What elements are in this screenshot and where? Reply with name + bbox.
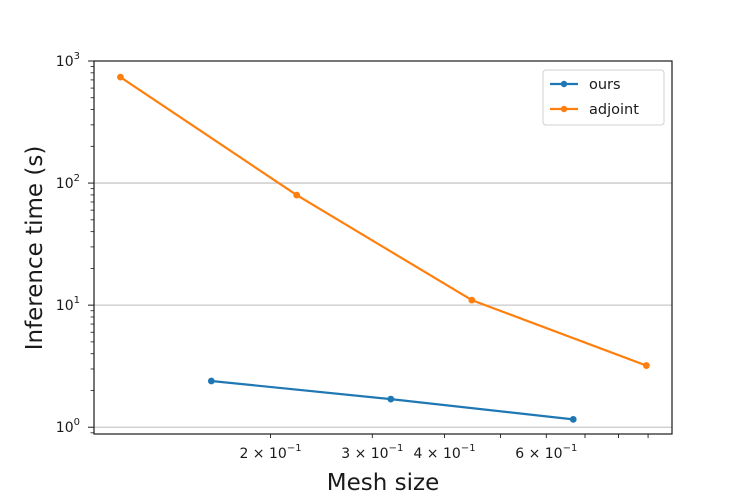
data-point-ours [569, 415, 577, 423]
data-point-adjoint [642, 362, 650, 369]
y-tick-label: 103 [56, 51, 80, 70]
x-tick-label: 4 × 10−1 [413, 443, 475, 462]
legend-marker-ours-icon [560, 80, 568, 88]
legend-label-ours: ours [589, 77, 621, 93]
x-tick-label: 2 × 10−1 [239, 443, 301, 462]
legend-entry-adjoint: adjoint [550, 102, 639, 118]
series-ours [207, 377, 577, 423]
data-point-ours [207, 377, 215, 385]
legend: ours adjoint [542, 69, 665, 126]
legend-label-adjoint: adjoint [589, 102, 639, 118]
y-tick-label: 102 [56, 173, 80, 192]
data-point-ours [387, 395, 395, 403]
data-point-adjoint [468, 296, 476, 304]
series-adjoint [117, 73, 650, 369]
x-axis-ticks: 2 × 10−1 3 × 10−1 4 × 10−1 6 × 10−1 [239, 434, 649, 462]
legend-entry-ours: ours [550, 77, 621, 93]
axes-frame [93, 60, 673, 435]
y-axis-ticks: 100 101 102 103 [56, 51, 94, 436]
y-tick-label: 100 [56, 417, 80, 436]
legend-marker-adjoint-icon [560, 105, 568, 113]
y-tick-label: 101 [56, 295, 80, 314]
grid-lines [94, 182, 672, 428]
plot-series [117, 73, 650, 423]
y-axis-title: Inference time (s) [22, 146, 48, 351]
x-axis-title: Mesh size [327, 470, 439, 496]
x-tick-label: 3 × 10−1 [341, 443, 403, 462]
series-line-adjoint [119, 76, 647, 367]
data-point-adjoint [293, 191, 301, 199]
data-point-adjoint [117, 73, 124, 81]
x-tick-label: 6 × 10−1 [515, 443, 577, 462]
